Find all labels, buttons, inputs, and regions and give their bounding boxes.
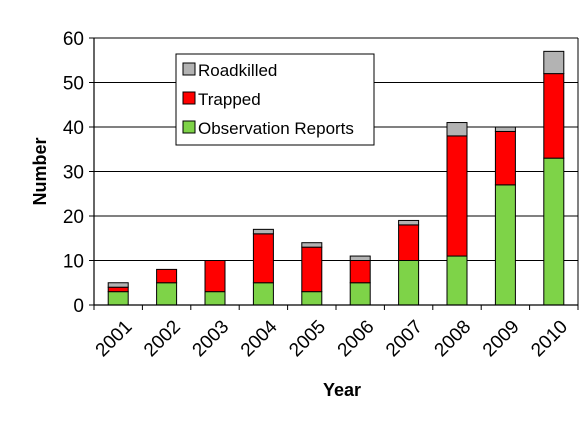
legend-label: Trapped (198, 90, 261, 109)
y-tick-label: 0 (73, 296, 84, 317)
bar-segment-trapped (349, 260, 371, 284)
bar-segment-roadkilled (349, 255, 371, 261)
axes (89, 37, 579, 310)
bar-segment-trapped (494, 130, 516, 186)
legend-label: Observation Reports (198, 119, 354, 138)
y-axis-title: Number (30, 137, 50, 205)
bar-segment-roadkilled (494, 126, 516, 132)
x-axis-title: Year (323, 380, 361, 400)
x-tick-label: 2008 (431, 316, 476, 361)
x-tick-label: 2003 (189, 316, 234, 361)
bar-segment-roadkilled (446, 122, 468, 137)
bar-segment-observation-reports (494, 184, 516, 306)
bar-segment-observation-reports (398, 260, 420, 306)
bar-segment-roadkilled (107, 282, 129, 288)
x-tick-label: 2004 (237, 316, 282, 361)
bar-segment-trapped (543, 73, 565, 159)
bar-segment-trapped (446, 135, 468, 257)
y-tick-label: 20 (63, 207, 84, 228)
bar-segment-observation-reports (543, 157, 565, 306)
x-tick-label: 2007 (382, 316, 427, 361)
bar-segment-observation-reports (252, 282, 274, 306)
x-tick-label: 2010 (527, 316, 572, 361)
bar-segment-observation-reports (301, 291, 323, 306)
bar-segment-trapped (107, 286, 129, 293)
y-tick-label: 30 (63, 163, 84, 184)
legend-label: Roadkilled (198, 61, 277, 80)
bar-segment-trapped (252, 233, 274, 284)
bar-segment-observation-reports (107, 291, 129, 306)
bar-segment-trapped (398, 224, 420, 261)
x-tick-label: 2001 (92, 316, 137, 361)
bar-segment-observation-reports (349, 282, 371, 306)
bar-segment-roadkilled (543, 50, 565, 75)
legend-swatch (182, 62, 196, 76)
x-tick-label: 2005 (285, 316, 330, 361)
y-tick-label: 60 (63, 29, 84, 50)
legend-swatch (182, 91, 196, 105)
bar-segment-roadkilled (301, 242, 323, 248)
bar-segment-trapped (301, 246, 323, 293)
bar-segment-observation-reports (156, 282, 178, 306)
x-tick-label: 2006 (334, 316, 379, 361)
bar-segment-observation-reports (446, 255, 468, 306)
y-tick-label: 10 (63, 252, 84, 273)
bar-segment-trapped (204, 260, 226, 293)
legend-box (175, 53, 375, 146)
bar-segment-roadkilled (252, 228, 274, 235)
x-tick-label: 2009 (479, 316, 524, 361)
legend-swatch (182, 120, 196, 134)
bar-segment-trapped (156, 268, 178, 284)
y-tick-label: 50 (63, 74, 84, 95)
bar-segment-observation-reports (204, 291, 226, 306)
bar-segment-roadkilled (398, 219, 420, 226)
legend: Roadkilled Trapped Observation Reports (175, 53, 375, 146)
y-tick-label: 40 (63, 118, 84, 139)
x-tick-label: 2002 (140, 316, 185, 361)
